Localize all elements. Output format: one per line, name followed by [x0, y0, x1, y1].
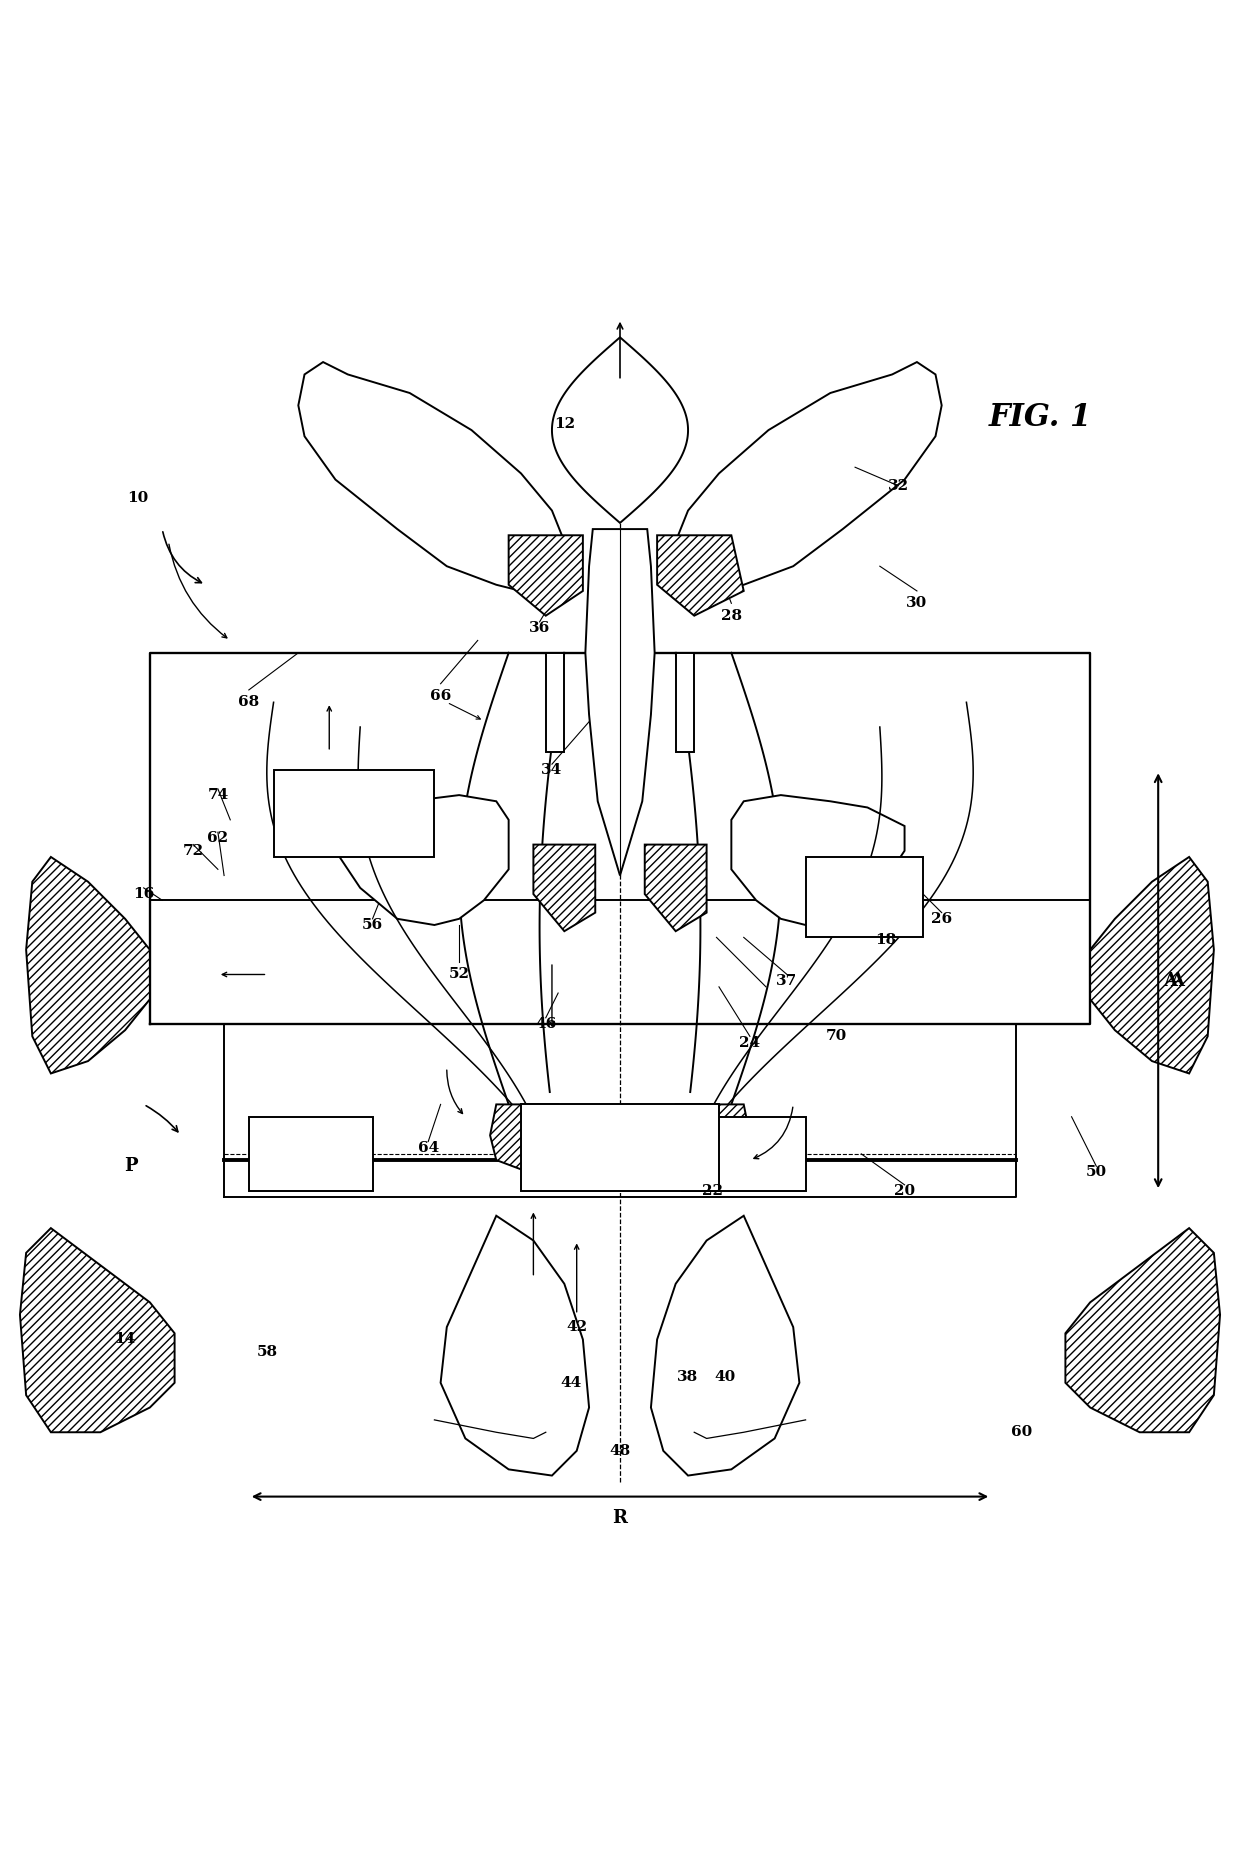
Text: 18: 18 — [875, 932, 897, 947]
Text: 62: 62 — [207, 831, 228, 845]
Text: 72: 72 — [182, 844, 203, 858]
Polygon shape — [645, 845, 707, 931]
Text: 58: 58 — [257, 1345, 278, 1360]
Text: 56: 56 — [362, 918, 383, 932]
Text: 74: 74 — [207, 788, 228, 803]
Text: 48: 48 — [609, 1443, 631, 1458]
Text: FIG. 1: FIG. 1 — [990, 401, 1092, 433]
Polygon shape — [546, 653, 564, 751]
Polygon shape — [676, 653, 694, 751]
Polygon shape — [521, 1104, 719, 1191]
Text: 20: 20 — [894, 1184, 915, 1199]
Text: 42: 42 — [567, 1321, 588, 1334]
Polygon shape — [249, 1117, 372, 1191]
Text: A: A — [1171, 971, 1184, 990]
Text: 36: 36 — [529, 622, 551, 635]
Text: 66: 66 — [430, 688, 451, 703]
Polygon shape — [440, 1215, 589, 1476]
Text: 10: 10 — [126, 490, 148, 505]
Polygon shape — [490, 1104, 564, 1178]
Polygon shape — [651, 1215, 800, 1476]
Polygon shape — [676, 1104, 750, 1178]
Polygon shape — [336, 796, 508, 925]
Text: 40: 40 — [714, 1369, 735, 1384]
Text: 52: 52 — [449, 968, 470, 982]
Polygon shape — [533, 845, 595, 931]
Text: 24: 24 — [739, 1036, 760, 1049]
Text: 22: 22 — [702, 1184, 723, 1199]
Text: 34: 34 — [542, 764, 563, 777]
Text: R: R — [613, 1510, 627, 1526]
Polygon shape — [1065, 1228, 1220, 1432]
Polygon shape — [26, 857, 150, 1073]
Polygon shape — [732, 796, 904, 925]
Text: 64: 64 — [418, 1141, 439, 1154]
Polygon shape — [670, 363, 941, 598]
Text: 60: 60 — [1012, 1424, 1033, 1439]
Text: 12: 12 — [554, 416, 575, 431]
Text: 16: 16 — [133, 886, 154, 901]
Text: 32: 32 — [888, 479, 909, 492]
Polygon shape — [585, 529, 655, 875]
Text: 30: 30 — [906, 596, 928, 611]
Polygon shape — [1090, 857, 1214, 1073]
Text: 38: 38 — [677, 1369, 698, 1384]
Text: 70: 70 — [826, 1029, 847, 1043]
Polygon shape — [657, 535, 744, 616]
Polygon shape — [806, 857, 923, 938]
Text: 44: 44 — [560, 1376, 582, 1389]
Polygon shape — [20, 1228, 175, 1432]
Text: 26: 26 — [931, 912, 952, 925]
Text: P: P — [124, 1158, 138, 1175]
Text: 68: 68 — [238, 696, 259, 709]
Text: 50: 50 — [1086, 1166, 1107, 1180]
Polygon shape — [299, 363, 570, 598]
Polygon shape — [552, 337, 688, 524]
Text: 46: 46 — [536, 1018, 557, 1030]
Text: 14: 14 — [114, 1332, 135, 1347]
Polygon shape — [682, 1117, 806, 1191]
Text: 37: 37 — [776, 973, 797, 988]
Polygon shape — [274, 770, 434, 857]
Polygon shape — [508, 535, 583, 616]
Text: 28: 28 — [720, 609, 742, 623]
Text: A: A — [1163, 971, 1178, 990]
